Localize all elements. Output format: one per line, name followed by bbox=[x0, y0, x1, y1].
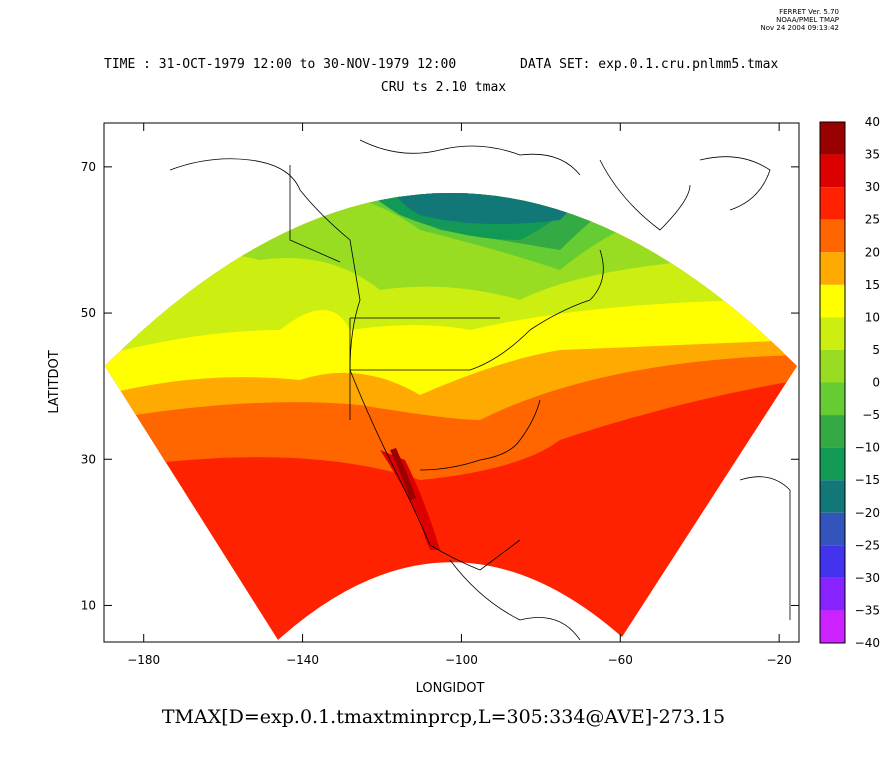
colorbar-frame bbox=[819, 121, 846, 644]
colorbar-swatch bbox=[820, 122, 845, 155]
colorbar-swatch bbox=[820, 317, 845, 350]
y-axis-label: LATITDOT bbox=[47, 350, 62, 413]
colorbar-swatch bbox=[820, 577, 845, 611]
y-tick-label: 10 bbox=[81, 598, 96, 612]
coastlines bbox=[169, 139, 791, 641]
x-tick-label: −60 bbox=[608, 653, 633, 667]
colorbar: 40 35 30 25 20 15 10 5 0 −5 −10 −15 −20 −25 −30 −35 −40 bbox=[819, 115, 880, 650]
colorbar-label: −10 bbox=[855, 441, 880, 455]
ferret-stamp: FERRET Ver. 5.70 NOAA/PMEL TMAP Nov 24 2… bbox=[761, 8, 840, 32]
plot-frame bbox=[103, 122, 800, 643]
colorbar-label: 5 bbox=[872, 343, 880, 357]
dataset-label: DATA SET: exp.0.1.cru.pnlmm5.tmax bbox=[520, 57, 779, 72]
x-tick-label: −20 bbox=[766, 653, 791, 667]
colorbar-swatch bbox=[820, 187, 845, 220]
stamp-version: FERRET Ver. 5.70 bbox=[779, 8, 839, 16]
colorbar-label: 30 bbox=[865, 180, 880, 194]
colorbar-label: 20 bbox=[865, 245, 880, 259]
plot-subtitle: CRU ts 2.10 tmax bbox=[380, 80, 507, 95]
colorbar-label: −20 bbox=[855, 506, 880, 520]
colorbar-label: 15 bbox=[865, 278, 880, 292]
colorbar-swatch bbox=[820, 382, 845, 416]
colorbar-swatch bbox=[820, 415, 845, 448]
colorbar-label: 25 bbox=[865, 213, 880, 227]
colorbar-swatch bbox=[820, 284, 845, 318]
stamp-org: NOAA/PMEL TMAP bbox=[776, 16, 839, 24]
y-tick-label: 30 bbox=[81, 452, 96, 466]
colorbar-label: −30 bbox=[855, 571, 880, 585]
y-tick-label: 70 bbox=[81, 160, 96, 174]
colorbar-label: 40 bbox=[865, 115, 880, 129]
x-tick-label: −140 bbox=[286, 653, 319, 667]
colorbar-swatch bbox=[820, 545, 845, 578]
colorbar-label: −25 bbox=[855, 538, 880, 552]
x-tick-label: −180 bbox=[127, 653, 160, 667]
colorbar-label: 10 bbox=[865, 310, 880, 324]
colorbar-swatch bbox=[820, 610, 845, 643]
colorbar-swatch bbox=[820, 349, 845, 383]
y-tick-label: 50 bbox=[81, 306, 96, 320]
plot-expression: TMAX[D=exp.0.1.tmaxtminprcp,L=305:334@AV… bbox=[161, 706, 726, 728]
colorbar-label: −40 bbox=[855, 636, 880, 650]
colorbar-label: −35 bbox=[855, 603, 880, 617]
stamp-date: Nov 24 2004 09:13:42 bbox=[760, 24, 840, 32]
x-axis-label: LONGIDOT bbox=[416, 681, 485, 696]
colorbar-label: 35 bbox=[865, 148, 880, 162]
x-tick-label: −100 bbox=[445, 653, 478, 667]
colorbar-swatch bbox=[820, 447, 845, 481]
colorbar-label: −15 bbox=[855, 473, 880, 487]
x-axis: −180 −140 −100 −60 −20 bbox=[127, 123, 792, 667]
colorbar-swatch bbox=[820, 219, 845, 253]
colorbar-label: −5 bbox=[862, 408, 880, 422]
colorbar-swatch bbox=[820, 480, 845, 513]
y-axis: 70 50 30 10 bbox=[81, 160, 799, 612]
time-range: TIME : 31-OCT-1979 12:00 to 30-NOV-1979 … bbox=[104, 57, 457, 72]
colorbar-label: 0 bbox=[872, 376, 880, 390]
colorbar-swatch bbox=[820, 252, 845, 285]
temperature-field bbox=[105, 139, 797, 641]
colorbar-swatch bbox=[820, 512, 845, 546]
colorbar-swatch bbox=[820, 154, 845, 188]
